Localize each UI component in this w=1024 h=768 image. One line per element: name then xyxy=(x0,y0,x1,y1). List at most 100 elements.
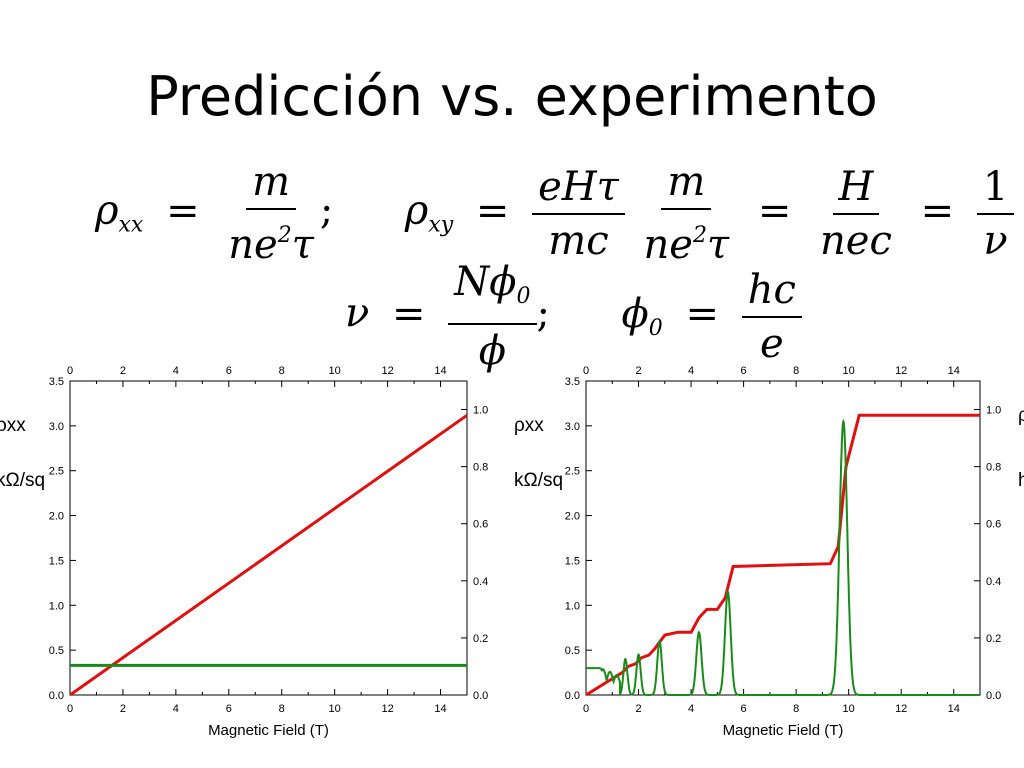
y-right-tick-label: 0.6 xyxy=(986,519,1001,531)
fraction-eHtau-over-mc: eHτ mc xyxy=(532,163,625,265)
x-tick-label-top: 14 xyxy=(434,365,446,377)
fraction-1-over-nu: 1 ν xyxy=(976,163,1015,265)
y-left-tick-label: 0.0 xyxy=(565,690,580,702)
x-tick-label-top: 8 xyxy=(793,365,799,377)
y-right-tick-label: 0.8 xyxy=(473,462,488,474)
numerator-eHtau: eHτ xyxy=(532,163,625,215)
equals-sign: = xyxy=(920,187,955,234)
fraction-Nphi0-over-phi: Nϕ0 ϕ xyxy=(448,258,537,375)
semicolon: ; xyxy=(319,187,334,234)
x-tick-label-top: 8 xyxy=(279,365,285,377)
x-tick-label-top: 10 xyxy=(329,365,341,377)
y-left-tick-label: 3.5 xyxy=(49,376,64,388)
semicolon: ; xyxy=(536,290,551,337)
denominator-e: e xyxy=(759,320,784,367)
y-right-tick-label: 1.0 xyxy=(473,405,488,417)
plot-frame xyxy=(69,380,468,696)
x-tick-label-bottom: 14 xyxy=(434,703,446,715)
x-tick-label-bottom: 2 xyxy=(635,703,641,715)
rho-symbol: ρ xyxy=(95,187,119,234)
x-tick-label-top: 0 xyxy=(67,365,73,377)
x-tick-label-bottom: 6 xyxy=(741,703,747,715)
x-tick-label-top: 2 xyxy=(120,365,126,377)
y-left-tick-label: 0.5 xyxy=(565,645,580,657)
x-tick-label-bottom: 12 xyxy=(895,703,907,715)
y-left-tick-label: 2.0 xyxy=(49,511,64,523)
x-axis-label: Magnetic Field (T) xyxy=(723,722,844,739)
y-left-tick-label: 1.0 xyxy=(565,600,580,612)
series-line-red xyxy=(585,413,980,697)
y-left-axis-unit: kΩ/sq xyxy=(0,470,45,491)
numerator-Nphi0: Nϕ0 xyxy=(448,258,537,325)
x-tick-label-bottom: 4 xyxy=(173,703,179,715)
y-right-tick-label: 0.6 xyxy=(473,519,488,531)
x-tick-label-top: 10 xyxy=(843,365,855,377)
phi0-symbol: ϕ0 xyxy=(621,290,663,341)
x-axis-label: Magnetic Field (T) xyxy=(208,722,329,739)
x-tick-label-bottom: 10 xyxy=(329,703,341,715)
equals-sign: = xyxy=(475,187,510,234)
subscript-xx: xx xyxy=(118,212,144,238)
y-left-axis-label: ρxx xyxy=(0,415,26,436)
x-tick-label-top: 2 xyxy=(635,365,641,377)
x-tick-label-top: 6 xyxy=(226,365,232,377)
x-tick-label-top: 12 xyxy=(381,365,393,377)
y-left-tick-label: 3.5 xyxy=(565,376,580,388)
rho-symbol: ρ xyxy=(404,187,429,234)
equation-filling-factor: ν = Nϕ0 ϕ ; ϕ0 = hc e xyxy=(345,258,802,375)
equals-sign: = xyxy=(392,290,426,337)
x-tick-label-bottom: 2 xyxy=(120,703,126,715)
y-left-tick-label: 2.5 xyxy=(49,466,64,478)
fraction-hc-over-e: hc e xyxy=(741,266,802,368)
equals-sign: = xyxy=(757,187,792,234)
denominator-nu: ν xyxy=(983,217,1008,264)
x-tick-label-top: 0 xyxy=(583,365,589,377)
plot-frame xyxy=(585,380,981,696)
numerator-m: m xyxy=(661,158,712,210)
numerator-1: 1 xyxy=(976,163,1015,215)
x-tick-label-bottom: 12 xyxy=(381,703,393,715)
numerator-m: m xyxy=(246,158,297,210)
x-tick-label-bottom: 4 xyxy=(688,703,694,715)
y-left-tick-label: 0.0 xyxy=(49,690,64,702)
y-left-tick-label: 3.0 xyxy=(49,421,64,433)
denominator-ne2tau: ne2τ xyxy=(643,222,730,268)
slide-title: Predicción vs. experimento xyxy=(146,65,878,128)
nu-symbol: ν xyxy=(345,290,370,337)
y-left-axis-label: ρxx xyxy=(514,415,544,436)
subscript-xy: xy xyxy=(428,212,454,238)
prediction-chart: 0 0 2 2 4 4 6 6 8 8 10 10 12 12 14 14 0.0 0.5 1.0 1.5 2.0 2.5… xyxy=(0,365,488,739)
denominator-nec: nec xyxy=(820,217,892,264)
denominator-mc: mc xyxy=(548,217,609,264)
y-right-tick-label: 0.8 xyxy=(986,462,1001,474)
x-tick-label-bottom: 8 xyxy=(793,703,799,715)
y-right-tick-label: 0.0 xyxy=(473,690,488,702)
x-tick-label-top: 6 xyxy=(741,365,747,377)
y-left-tick-label: 0.5 xyxy=(49,645,64,657)
y-right-tick-label: 0.2 xyxy=(473,633,488,645)
y-right-axis-label: ρ xyxy=(1018,405,1024,426)
series-line-red xyxy=(69,414,468,697)
y-right-tick-label: 0.0 xyxy=(986,690,1001,702)
x-tick-label-bottom: 0 xyxy=(583,703,589,715)
x-tick-label-bottom: 10 xyxy=(843,703,855,715)
numerator-hc: hc xyxy=(741,266,802,318)
y-right-tick-label: 1.0 xyxy=(986,405,1001,417)
x-tick-label-top: 4 xyxy=(173,365,179,377)
equals-sign: = xyxy=(685,290,719,337)
x-tick-label-bottom: 0 xyxy=(67,703,73,715)
y-left-tick-label: 2.5 xyxy=(565,466,580,478)
x-tick-label-bottom: 6 xyxy=(226,703,232,715)
x-tick-label-top: 12 xyxy=(895,365,907,377)
numerator-H: H xyxy=(832,163,880,215)
fraction-m-over-ne2tau: m ne2τ xyxy=(222,158,320,269)
fraction-m-over-ne2tau: m ne2τ xyxy=(638,158,736,269)
y-right-tick-label: 0.4 xyxy=(986,576,1001,588)
x-tick-label-bottom: 14 xyxy=(948,703,960,715)
series-line-green xyxy=(586,418,980,697)
y-left-tick-label: 2.0 xyxy=(565,511,580,523)
y-left-tick-label: 1.5 xyxy=(565,555,580,567)
y-right-tick-label: 0.4 xyxy=(473,576,488,588)
experiment-chart: 0 0 2 2 4 4 6 6 8 8 10 10 12 12 14 14 0.0 0.5 1.0 1.5 2.0 2.5… xyxy=(514,365,1024,739)
y-right-tick-label: 0.2 xyxy=(986,633,1001,645)
